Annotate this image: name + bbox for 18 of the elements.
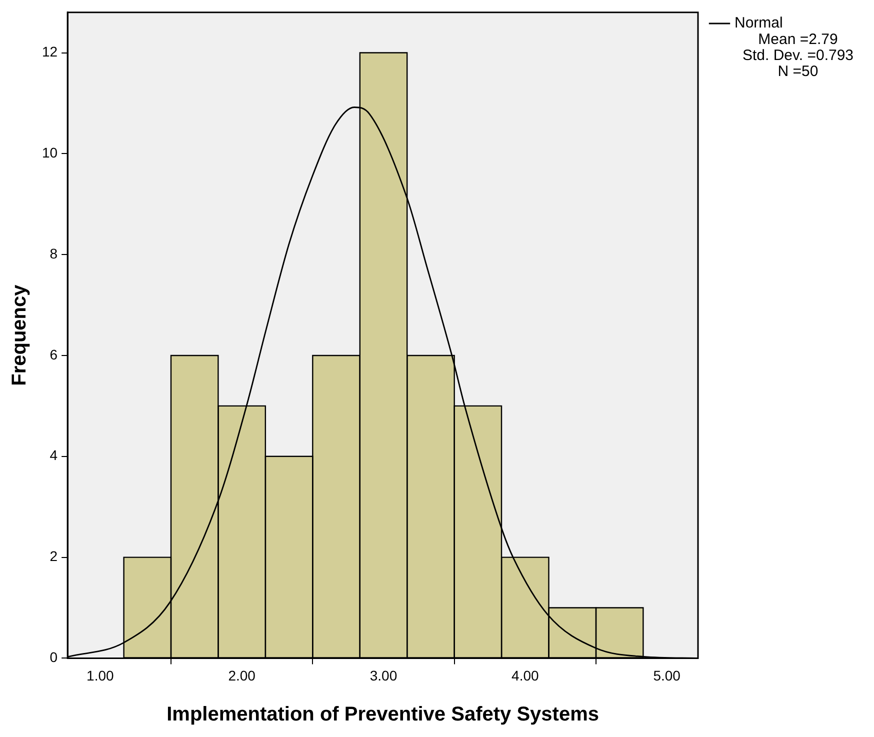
text: N =50 <box>778 63 818 80</box>
legend-label: Normal <box>734 14 783 32</box>
x-tick-label: 2.00 <box>228 667 256 684</box>
y-tick-label: 12 <box>42 44 58 60</box>
y-axis-title: Frequency <box>8 284 31 386</box>
x-tick-label: 4.00 <box>512 667 539 684</box>
y-tick-label: 10 <box>42 144 58 161</box>
y-tick-label: 8 <box>50 245 58 262</box>
y-tick-label: 0 <box>50 649 58 666</box>
text: Std. Dev. =0.793 <box>742 47 854 64</box>
text: Mean =2.79 <box>758 31 838 48</box>
y-tick-label: 4 <box>50 447 58 464</box>
y-tick-label: 6 <box>50 346 58 362</box>
x-axis-title: Implementation of Preventive Safety Systems <box>166 704 599 726</box>
x-tick-label: 5.00 <box>653 667 681 684</box>
x-tick-label: 3.00 <box>370 667 398 684</box>
x-tick-label: 1.00 <box>86 667 114 684</box>
y-tick-label: 2 <box>50 548 58 564</box>
